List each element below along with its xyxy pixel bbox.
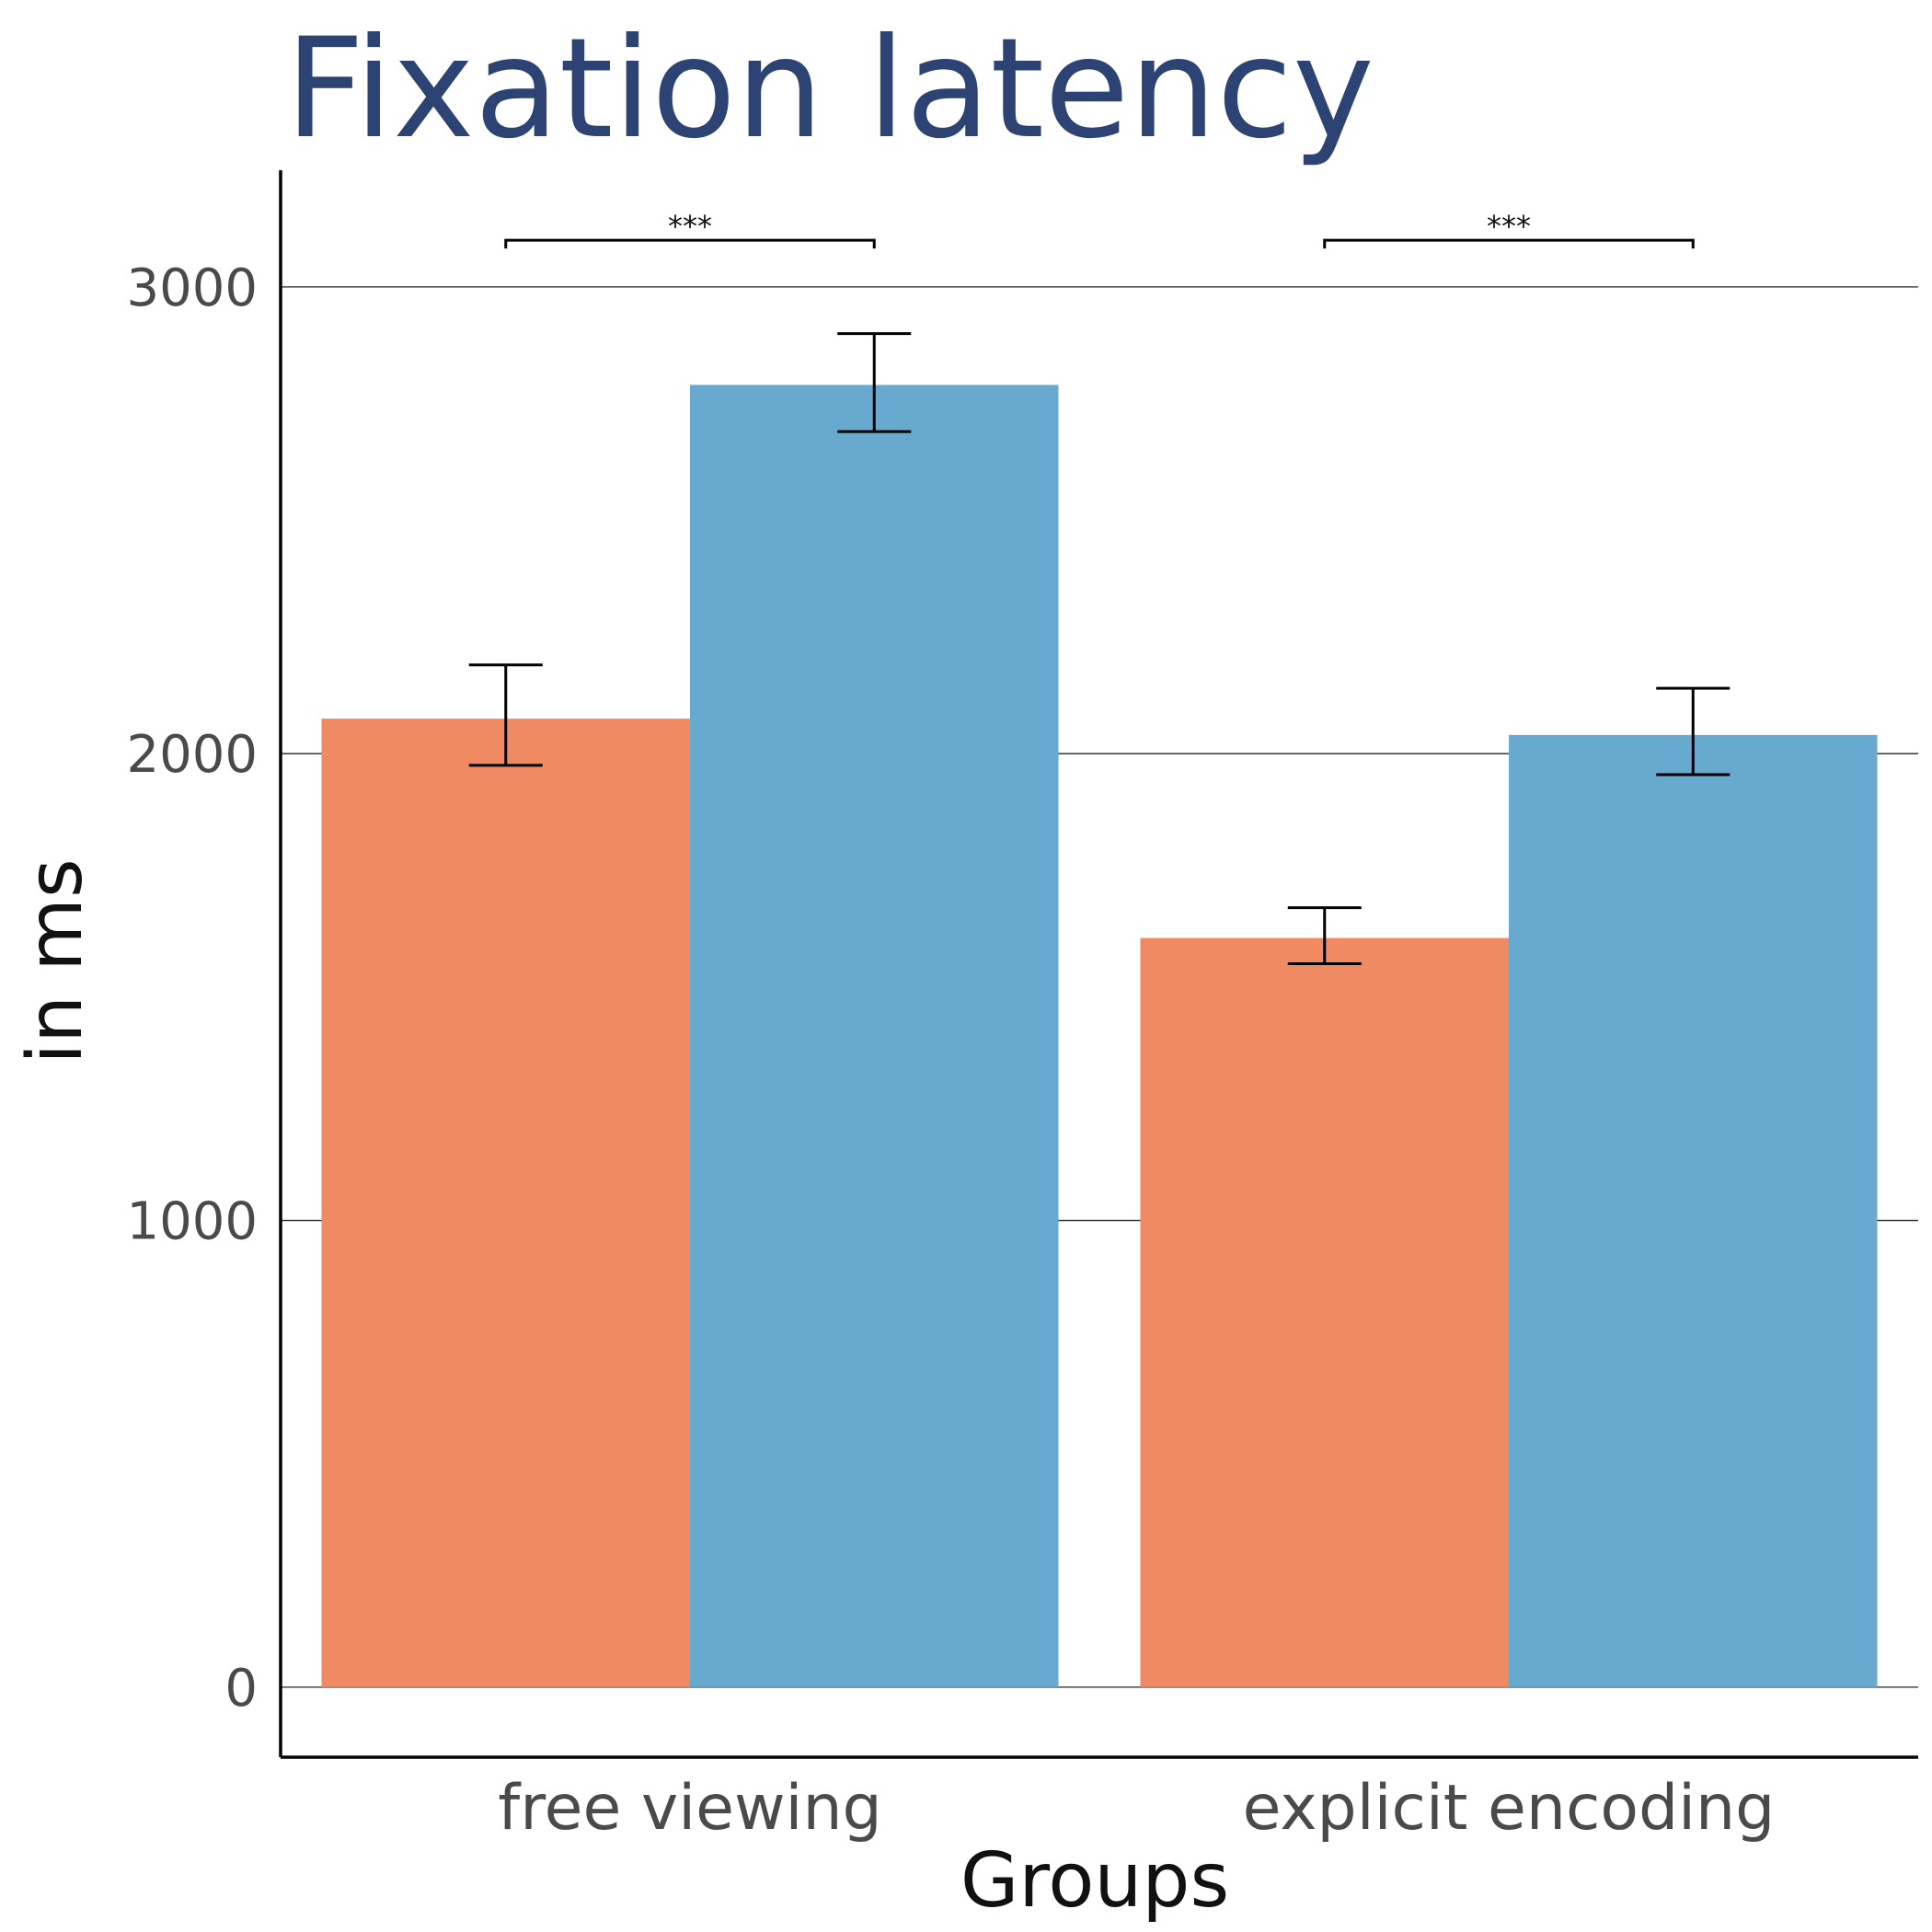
x-category-label: free viewing — [498, 1772, 881, 1845]
bracket-line — [1323, 238, 1695, 249]
x-axis-title: Groups — [960, 1837, 1229, 1925]
y-tick-label: 3000 — [126, 259, 258, 318]
y-tick-labels: 0 1000 2000 3000 — [126, 259, 258, 1719]
x-category-labels: free viewing explicit encoding — [498, 1772, 1775, 1845]
x-category-label: explicit encoding — [1243, 1772, 1776, 1845]
error-bars — [468, 332, 1731, 965]
error-bar — [837, 332, 912, 433]
significance-label: *** — [1487, 209, 1531, 244]
significance-brackets: *** *** — [504, 209, 1695, 249]
y-tick-label: 0 — [224, 1659, 258, 1719]
bar — [1140, 937, 1509, 1687]
error-bar — [1656, 686, 1731, 776]
axes — [279, 170, 1918, 1759]
bar — [321, 719, 690, 1687]
bar — [690, 385, 1059, 1687]
y-axis-title: in ms — [12, 858, 99, 1064]
bracket-line — [504, 238, 876, 249]
significance-bracket: *** — [504, 209, 876, 249]
y-tick-label: 2000 — [126, 725, 258, 785]
significance-bracket: *** — [1323, 209, 1695, 249]
error-bar — [1287, 906, 1362, 965]
bar — [1509, 734, 1878, 1687]
y-tick-label: 1000 — [126, 1192, 258, 1252]
chart-title: Fixation latency — [285, 9, 1374, 169]
bars — [321, 385, 1878, 1687]
significance-label: *** — [668, 209, 712, 244]
error-bar — [468, 663, 543, 767]
